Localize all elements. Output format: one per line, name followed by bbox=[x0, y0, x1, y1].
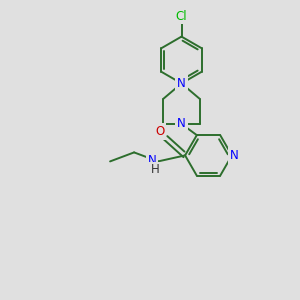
Text: N: N bbox=[148, 154, 157, 167]
Text: O: O bbox=[155, 125, 164, 138]
Text: Cl: Cl bbox=[176, 10, 187, 23]
Text: N: N bbox=[177, 77, 186, 90]
Text: N: N bbox=[177, 117, 186, 130]
Text: N: N bbox=[230, 149, 238, 162]
Text: H: H bbox=[151, 163, 160, 176]
